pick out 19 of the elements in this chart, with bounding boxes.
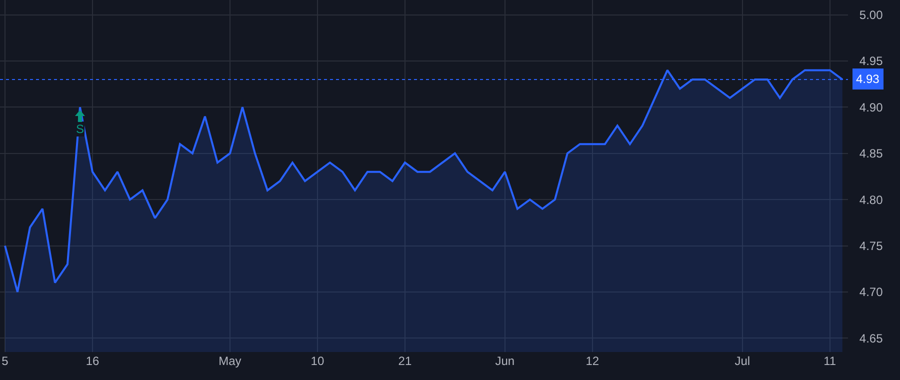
- y-tick-label: 4.75: [859, 238, 884, 253]
- x-tick-label: Jul: [734, 354, 750, 368]
- x-tick-label: 11: [824, 354, 836, 368]
- y-tick-label: 4.70: [859, 285, 884, 300]
- x-tick-label: 12: [586, 354, 600, 368]
- x-tick-label: Jun: [495, 354, 515, 368]
- x-tick-label: May: [218, 354, 242, 368]
- x-tick-label: 16: [86, 354, 100, 368]
- y-tick-label: 4.90: [859, 100, 884, 114]
- y-tick-label: 4.80: [859, 192, 884, 207]
- x-tick-label: 10: [310, 354, 324, 368]
- y-tick-label: 4.65: [859, 331, 884, 346]
- x-tick-label: 21: [398, 354, 412, 368]
- y-tick-label: 4.85: [859, 146, 884, 161]
- ref-line-label: 4.93: [856, 72, 880, 86]
- y-tick-label: 4.95: [859, 54, 884, 68]
- annotation: S: [76, 122, 84, 136]
- x-tick-label: 5: [2, 354, 9, 368]
- y-tick-label: 5.00: [859, 8, 884, 22]
